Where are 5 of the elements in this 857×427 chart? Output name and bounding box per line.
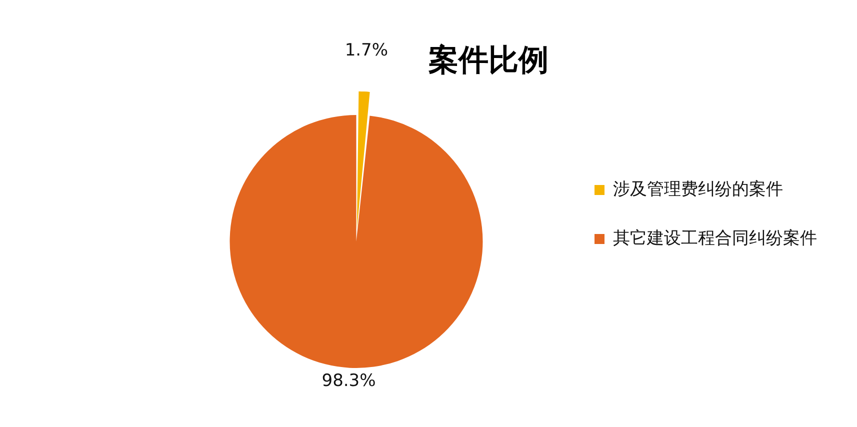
legend-label: 涉及管理费纠纷的案件	[613, 179, 783, 200]
chart-title: 案件比例	[428, 42, 548, 78]
legend-label: 其它建设工程合同纠纷案件	[613, 228, 817, 248]
data-label: 98.3%	[322, 371, 376, 392]
data-label: 1.7%	[344, 40, 388, 61]
